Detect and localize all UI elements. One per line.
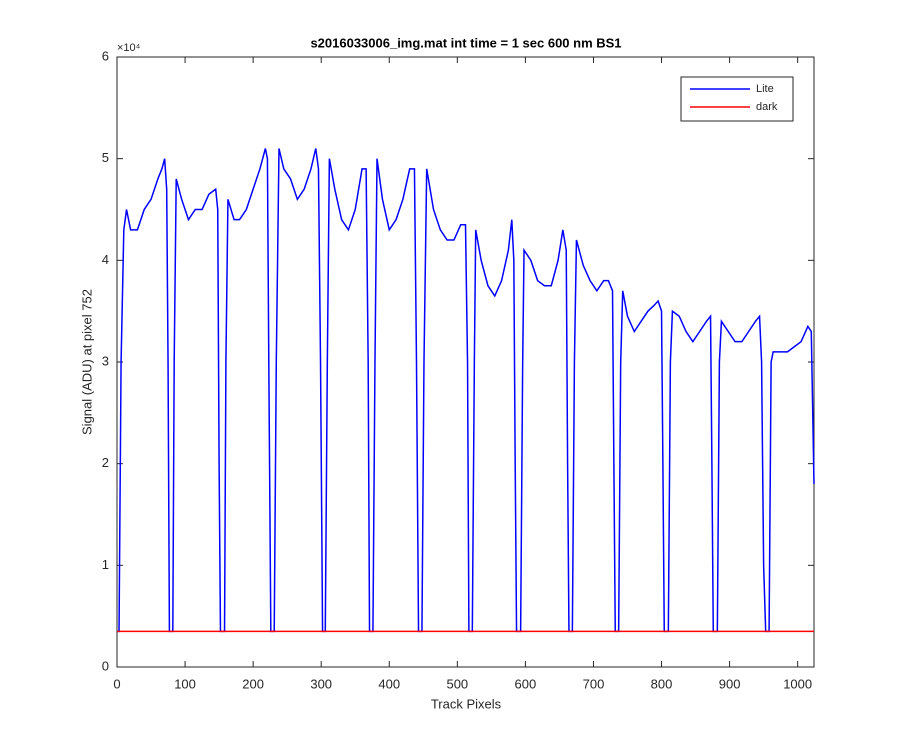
y-tick-label: 1 [102,557,109,572]
legend: Lite dark [680,76,794,122]
y-tick-label: 5 [102,150,109,165]
x-tick-label: 500 [446,676,468,691]
y-axis-label: Signal (ADU) at pixel 752 [79,289,94,435]
plot-area [116,56,815,668]
x-tick-label: 300 [310,676,332,691]
x-tick-label: 700 [583,676,605,691]
x-axis-label: Track Pixels [431,696,502,711]
x-tick-label: 900 [719,676,741,691]
y-tick-label: 3 [102,353,109,368]
y-tick-label: 0 [102,658,109,673]
y-tick-label: 4 [102,252,109,267]
x-tick-label: 600 [515,676,537,691]
y-tick-label: 2 [102,455,109,470]
x-tick-label: 0 [113,676,120,691]
x-tick-label: 200 [242,676,264,691]
x-tick-label: 100 [174,676,196,691]
legend-label: Lite [756,83,774,95]
legend-label: dark [756,101,778,113]
data-line [117,148,815,633]
chart-title: s2016033006_img.mat int time = 1 sec 600… [310,35,621,50]
x-tick-label: 1000 [783,676,812,691]
x-tick-label: 400 [378,676,400,691]
y-tick-label: 6 [102,48,109,63]
x-tick-label: 800 [651,676,673,691]
y-exponent-label: ×10⁴ [117,42,141,54]
legend-box [680,76,794,122]
